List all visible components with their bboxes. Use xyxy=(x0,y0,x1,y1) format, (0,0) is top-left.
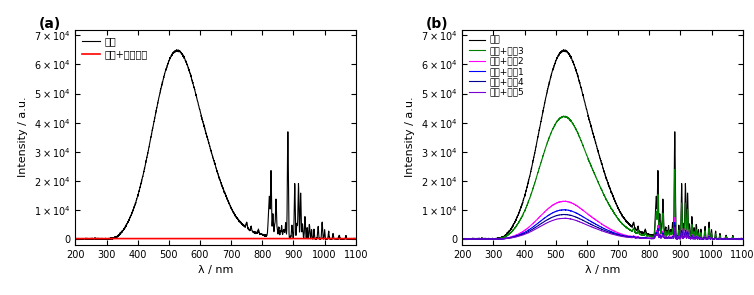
氟灯 xyxy=(71,237,80,241)
氟灯+墨镜4 xyxy=(578,218,587,222)
氟灯+墨镜3 xyxy=(559,114,568,118)
Line: 氟灯+墨镜5: 氟灯+墨镜5 xyxy=(462,218,743,239)
氟灯 xyxy=(490,237,499,241)
氟灯+墨镜5 xyxy=(703,237,712,241)
Line: 氟灯+墨镜3: 氟灯+墨镜3 xyxy=(462,116,743,239)
氟灯+墨镜1 xyxy=(507,236,516,239)
Line: 氟灯: 氟灯 xyxy=(462,50,743,239)
氟灯+光防护镜 xyxy=(179,237,188,240)
氟灯 xyxy=(346,237,355,240)
氟灯+墨镜4 xyxy=(559,213,568,216)
氟灯+墨镜4 xyxy=(733,237,742,241)
Legend: 氟灯, 氟灯+墨镜3, 氟灯+墨镜2, 氟灯+墨镜1, 氟灯+墨镜4, 氟灯+墨镜5: 氟灯, 氟灯+墨镜3, 氟灯+墨镜2, 氟灯+墨镜1, 氟灯+墨镜4, 氟灯+墨… xyxy=(467,34,526,99)
氟灯 xyxy=(316,237,325,240)
氟灯 xyxy=(351,237,360,241)
氟灯+墨镜4 xyxy=(458,237,467,241)
氟灯+墨镜5 xyxy=(458,237,467,241)
Line: 氟灯+墨镜4: 氟灯+墨镜4 xyxy=(462,214,743,239)
氟灯 xyxy=(733,237,742,240)
氟灯+墨镜4 xyxy=(566,214,575,217)
氟灯+墨镜3 xyxy=(733,237,742,241)
氟灯+墨镜1 xyxy=(559,208,568,212)
氟灯+墨镜1 xyxy=(458,237,467,241)
氟灯 xyxy=(191,90,200,94)
氟灯 xyxy=(103,237,112,241)
氟灯+墨镜3 xyxy=(490,237,499,241)
氟灯 xyxy=(120,227,129,230)
氟灯+墨镜1 xyxy=(733,237,742,241)
氟灯+墨镜3 xyxy=(578,142,587,145)
氟灯+墨镜1 xyxy=(578,214,587,218)
Line: 氟灯: 氟灯 xyxy=(75,50,356,239)
氟灯 xyxy=(458,237,467,241)
氟灯+墨镜5 xyxy=(490,237,499,241)
氟灯+墨镜2 xyxy=(733,237,742,241)
Y-axis label: Intensity / a.u.: Intensity / a.u. xyxy=(18,97,29,178)
氟灯+墨镜4 xyxy=(490,237,499,241)
Text: (b): (b) xyxy=(426,17,449,31)
氟灯+墨镜2 xyxy=(578,208,587,212)
氟灯 xyxy=(71,237,80,241)
氟灯+墨镜1 xyxy=(458,237,467,241)
氟灯+墨镜5 xyxy=(578,221,587,224)
氟灯+光防护镜 xyxy=(315,237,324,240)
氟灯+墨镜5 xyxy=(507,236,516,240)
氟灯+墨镜2 xyxy=(458,237,467,241)
氟灯 xyxy=(172,48,181,52)
氟灯 xyxy=(738,237,747,241)
氟灯+墨镜3 xyxy=(566,118,575,122)
氟灯+墨镜2 xyxy=(738,237,747,241)
氟灯+墨镜4 xyxy=(703,237,712,241)
氟灯+墨镜2 xyxy=(507,235,516,239)
氟灯 xyxy=(559,48,568,52)
氟灯 xyxy=(578,90,587,94)
氟灯+墨镜3 xyxy=(703,237,712,240)
氟灯 xyxy=(458,237,467,241)
氟灯+墨镜5 xyxy=(566,217,575,221)
氟灯 xyxy=(566,54,575,58)
X-axis label: λ / nm: λ / nm xyxy=(585,265,621,275)
氟灯+墨镜3 xyxy=(738,237,747,241)
Legend: 氟灯, 氟灯+光防护镜: 氟灯, 氟灯+光防护镜 xyxy=(80,34,150,61)
氟灯+墨镜5 xyxy=(559,217,568,220)
X-axis label: λ / nm: λ / nm xyxy=(198,265,233,275)
氟灯+墨镜4 xyxy=(738,237,747,241)
氟灯+光防护镜 xyxy=(351,237,360,240)
氟灯+光防护镜 xyxy=(103,237,112,240)
氟灯 xyxy=(507,227,516,230)
氟灯+墨镜1 xyxy=(738,237,747,241)
Y-axis label: Intensity / a.u.: Intensity / a.u. xyxy=(405,97,415,178)
氟灯+墨镜5 xyxy=(738,237,747,241)
氟灯+墨镜2 xyxy=(490,237,499,241)
氟灯+光防护镜 xyxy=(346,237,355,240)
氟灯+墨镜2 xyxy=(566,201,575,204)
氟灯+墨镜3 xyxy=(458,237,467,241)
氟灯+墨镜4 xyxy=(507,236,516,240)
氟灯+墨镜1 xyxy=(566,209,575,212)
氟灯+墨镜3 xyxy=(458,237,467,241)
Text: (a): (a) xyxy=(39,17,61,31)
氟灯+光防护镜 xyxy=(71,237,80,240)
Line: 氟灯+墨镜2: 氟灯+墨镜2 xyxy=(462,201,743,239)
氟灯+墨镜1 xyxy=(490,237,499,241)
氟灯+墨镜3 xyxy=(507,230,516,234)
氟灯+墨镜4 xyxy=(458,237,467,241)
氟灯+光防护镜 xyxy=(119,237,128,240)
氟灯+墨镜2 xyxy=(703,237,712,241)
氟灯+墨镜2 xyxy=(458,237,467,241)
Line: 氟灯+墨镜1: 氟灯+墨镜1 xyxy=(462,210,743,239)
氟灯 xyxy=(703,237,712,240)
氟灯 xyxy=(179,54,188,58)
氟灯+墨镜1 xyxy=(703,237,712,241)
氟灯+墨镜5 xyxy=(458,237,467,241)
氟灯+光防护镜 xyxy=(191,237,200,240)
氟灯+墨镜5 xyxy=(733,237,742,241)
氟灯+墨镜2 xyxy=(559,199,568,203)
